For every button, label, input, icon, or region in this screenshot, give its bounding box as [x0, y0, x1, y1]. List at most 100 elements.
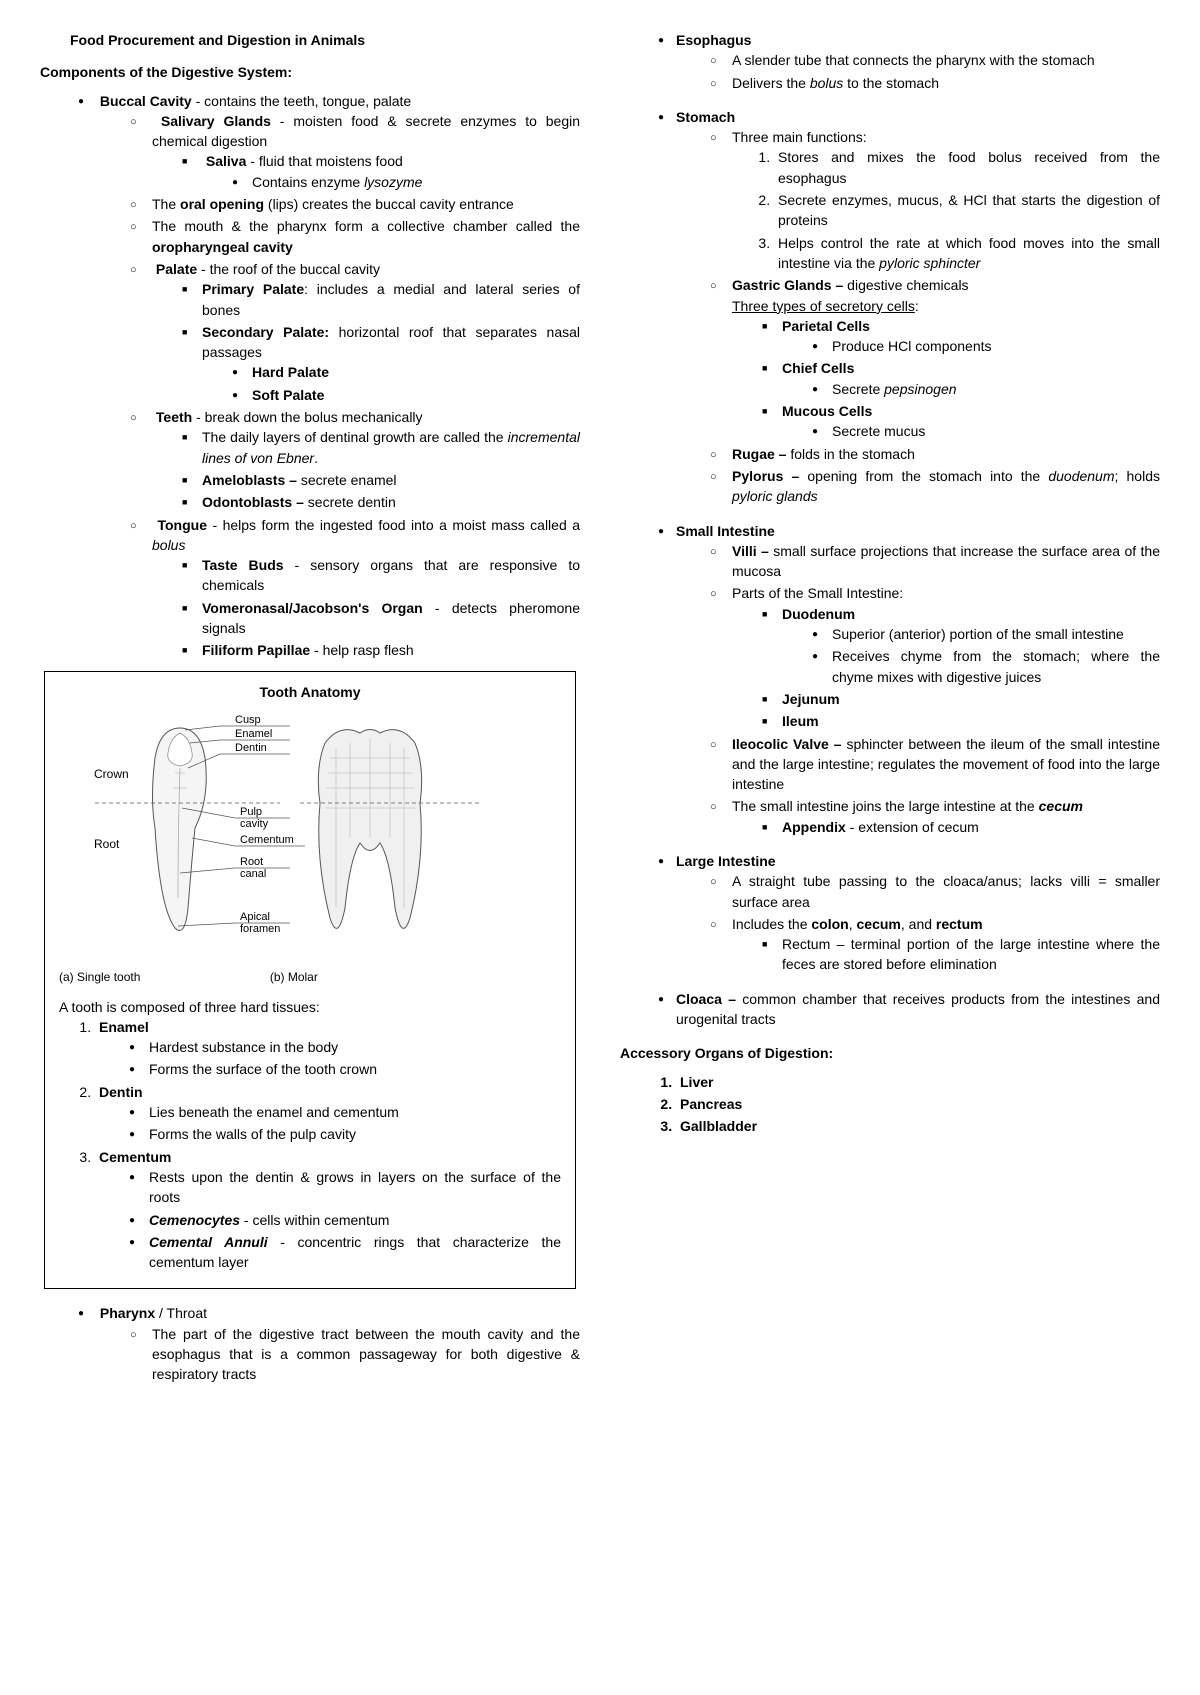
large-b: Includes the colon, cecum, and rectum Re… [710, 914, 1160, 975]
item-small: Small Intestine Villi – small surface pr… [658, 521, 1160, 837]
item-primary-palate: Primary Palate: includes a medial and la… [182, 279, 580, 320]
item-villi: Villi – small surface projections that i… [710, 541, 1160, 582]
oral-opening: oral opening [180, 196, 264, 212]
liver: Liver [676, 1072, 1160, 1092]
item-mouth: The mouth & the pharynx form a collectiv… [130, 216, 580, 257]
label-rootcanal2: canal [240, 868, 266, 880]
item-palate: Palate - the roof of the buccal cavity P… [130, 259, 580, 405]
label-pulp: Pulp [240, 806, 262, 818]
item-filiform: Filiform Papillae - help rasp flesh [182, 640, 580, 660]
appendix: Appendix - extension of cecum [762, 817, 1160, 837]
item-ileocolic: Ileocolic Valve – sphincter between the … [710, 734, 1160, 795]
tooth-intro: A tooth is composed of three hard tissue… [59, 997, 561, 1017]
section-accessory: Accessory Organs of Digestion: [620, 1043, 1160, 1063]
item-ameloblasts: Ameloblasts – secrete enamel [182, 470, 580, 490]
item-oral: The oral opening (lips) creates the bucc… [130, 194, 580, 214]
item-rugae: Rugae – folds in the stomach [710, 444, 1160, 464]
item-odontoblasts: Odontoblasts – secrete dentin [182, 492, 580, 512]
label-cavity: cavity [240, 818, 269, 830]
enamel-b: Forms the surface of the tooth crown [129, 1059, 561, 1079]
stomach-f2: Secrete enzymes, mucus, & HCl that start… [774, 190, 1160, 231]
parietal: Parietal Cells Produce HCl components [762, 316, 1160, 357]
item-buccal: Buccal Cavity - contains the teeth, tong… [78, 91, 580, 661]
right-column: Esophagus A slender tube that connects t… [620, 30, 1160, 1387]
accessory-list: Liver Pancreas Gallbladder [620, 1072, 1160, 1137]
large-head: Large Intestine [676, 853, 776, 869]
cementum-c: Cemental Annuli - concentric rings that … [129, 1232, 561, 1273]
page-columns: Food Procurement and Digestion in Animal… [40, 30, 1160, 1387]
enamel-a: Hardest substance in the body [129, 1037, 561, 1057]
stomach-head: Stomach [676, 109, 735, 125]
tissue-enamel: Enamel Hardest substance in the body For… [95, 1017, 561, 1080]
duodenum: Duodenum Superior (anterior) portion of … [762, 604, 1160, 687]
jejunum: Jejunum [762, 689, 1160, 709]
label-crown: Crown [94, 767, 129, 781]
bolus: bolus [152, 537, 185, 553]
rectum: Rectum – terminal portion of the large i… [762, 934, 1160, 975]
tissue-cementum: Cementum Rests upon the dentin & grows i… [95, 1147, 561, 1273]
label-cusp: Cusp [235, 714, 261, 726]
item-joins: The small intestine joins the large inte… [710, 796, 1160, 837]
duo-a: Superior (anterior) portion of the small… [812, 624, 1160, 644]
tongue-head: Tongue [157, 517, 207, 533]
label-enamel: Enamel [235, 728, 272, 740]
label-root: Root [94, 837, 120, 851]
salivary-head: Salivary Glands [161, 113, 271, 129]
item-vomer: Vomeronasal/Jacobson's Organ - detects p… [182, 598, 580, 639]
caption-b: (b) Molar [270, 969, 318, 986]
duo-b: Receives chyme from the stomach; where t… [812, 646, 1160, 687]
item-pylorus: Pylorus – opening from the stomach into … [710, 466, 1160, 507]
cementum-b: Cemenocytes - cells within cementum [129, 1210, 561, 1230]
item-daily: The daily layers of dentinal growth are … [182, 427, 580, 468]
lysozyme-pre: Contains enzyme [252, 174, 364, 190]
stomach-three: Three main functions: Stores and mixes t… [710, 127, 1160, 273]
label-rootcanal1: Root [240, 856, 263, 868]
soft-palate: Soft Palate [232, 385, 580, 405]
gallbladder: Gallbladder [676, 1116, 1160, 1136]
pharynx-list: Pharynx / Throat The part of the digesti… [40, 1303, 580, 1384]
item-stomach: Stomach Three main functions: Stores and… [658, 107, 1160, 507]
stomach-f3: Helps control the rate at which food mov… [774, 233, 1160, 274]
components-list: Buccal Cavity - contains the teeth, tong… [40, 91, 580, 661]
label-dentin: Dentin [235, 742, 267, 754]
label-apical2: foramen [240, 923, 280, 935]
item-cloaca: Cloaca – common chamber that receives pr… [658, 989, 1160, 1030]
pharynx-head: Pharynx [100, 1305, 155, 1321]
item-teeth: Teeth - break down the bolus mechanicall… [130, 407, 580, 512]
tissue-dentin: Dentin Lies beneath the enamel and cemen… [95, 1082, 561, 1145]
left-column: Food Procurement and Digestion in Animal… [40, 30, 580, 1387]
tooth-svg: Crown Root Cusp Enamel Dentin Pulp cavit… [59, 708, 561, 958]
tissues-list: Enamel Hardest substance in the body For… [59, 1017, 561, 1273]
tooth-diagram: Tooth Anatomy [44, 671, 576, 1290]
item-tongue: Tongue - helps form the ingested food in… [130, 515, 580, 661]
parietal-desc: Produce HCl components [812, 336, 1160, 356]
oropharyngeal: oropharyngeal cavity [152, 239, 293, 255]
buccal-desc: - contains the teeth, tongue, palate [192, 93, 412, 109]
item-parts: Parts of the Small Intestine: Duodenum S… [710, 583, 1160, 731]
dentin-a: Lies beneath the enamel and cementum [129, 1102, 561, 1122]
three-types: Three types of secretory cells [732, 298, 915, 314]
eso-a: A slender tube that connects the pharynx… [710, 50, 1160, 70]
teeth-head: Teeth [156, 409, 192, 425]
eso-head: Esophagus [676, 32, 751, 48]
stomach-f1: Stores and mixes the food bolus received… [774, 147, 1160, 188]
item-gastric: Gastric Glands – digestive chemicals Thr… [710, 275, 1160, 441]
saliva-head: Saliva [206, 153, 246, 169]
palate-head: Palate [156, 261, 197, 277]
pancreas: Pancreas [676, 1094, 1160, 1114]
buccal-head: Buccal Cavity [100, 93, 192, 109]
chief-desc: Secrete pepsinogen [812, 379, 1160, 399]
item-taste: Taste Buds - sensory organs that are res… [182, 555, 580, 596]
lysozyme: lysozyme [364, 174, 422, 190]
diagram-title: Tooth Anatomy [59, 682, 561, 702]
caption-a: (a) Single tooth [59, 969, 270, 986]
large-a: A straight tube passing to the cloaca/an… [710, 871, 1160, 912]
cementum-a: Rests upon the dentin & grows in layers … [129, 1167, 561, 1208]
pharynx-desc: The part of the digestive tract between … [130, 1324, 580, 1385]
dentin-b: Forms the walls of the pulp cavity [129, 1124, 561, 1144]
small-head: Small Intestine [676, 523, 775, 539]
mucous: Mucous Cells Secrete mucus [762, 401, 1160, 442]
saliva-desc: - fluid that moistens food [246, 153, 402, 169]
label-cementum: Cementum [240, 834, 294, 846]
ileum: Ileum [762, 711, 1160, 731]
